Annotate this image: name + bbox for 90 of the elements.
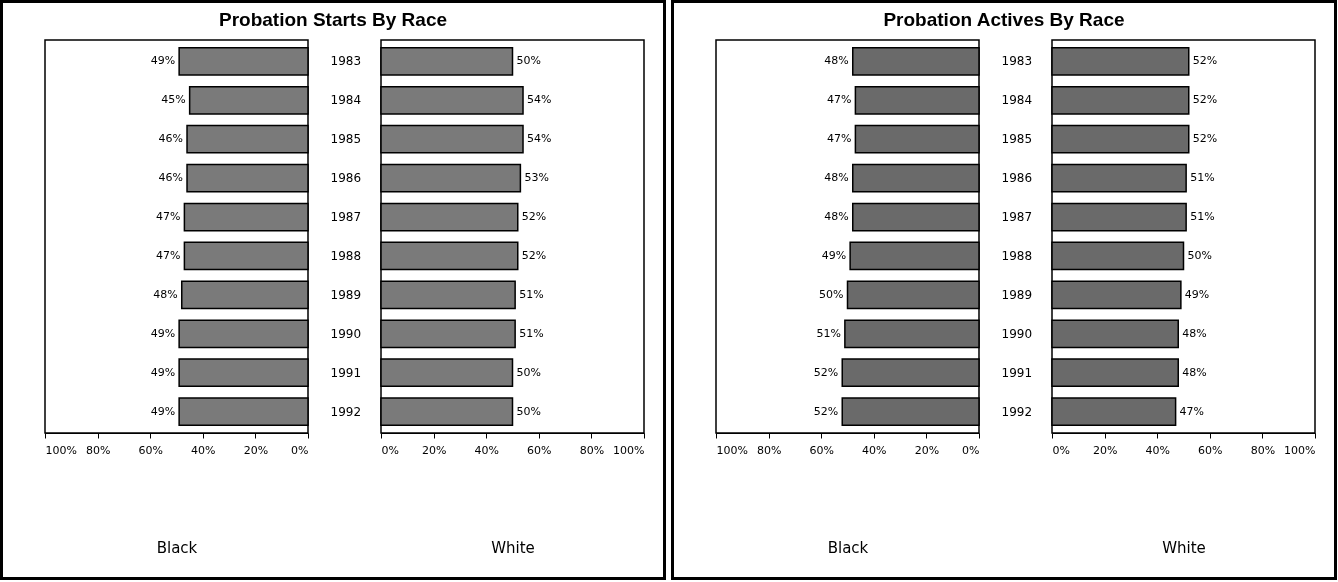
data-label: 47% [155, 210, 181, 224]
data-label: 52% [521, 210, 547, 224]
data-label: 47% [826, 93, 852, 107]
data-label: 50% [1187, 248, 1212, 262]
data-label: 48% [153, 287, 178, 301]
y-tick-label: 1991 [1001, 365, 1033, 380]
data-label: 52% [521, 248, 547, 262]
y-tick-label: 1988 [1001, 248, 1033, 263]
x-tick-label: 60% [809, 443, 834, 457]
y-tick-label: 1984 [1001, 93, 1033, 108]
x-tick-label: 40% [191, 443, 216, 457]
x-axis-title: Black [827, 538, 869, 557]
chart-title: Probation Starts By Race [217, 9, 449, 31]
data-label: 54% [527, 93, 552, 107]
y-tick-label: 1988 [330, 248, 362, 263]
data-label: 52% [1192, 132, 1218, 146]
x-tick-label: 60% [1198, 443, 1223, 457]
y-tick-label: 1987 [1001, 210, 1033, 225]
x-axis-title: White [491, 538, 535, 557]
data-label: 49% [150, 365, 176, 379]
data-label: 46% [158, 132, 184, 146]
data-label: 52% [813, 365, 839, 379]
x-tick-label: 0% [962, 443, 980, 457]
x-tick-label: 100% [716, 443, 748, 457]
x-tick-label: 40% [862, 443, 887, 457]
x-tick-label: 100% [45, 443, 77, 457]
data-label: 48% [1182, 365, 1207, 379]
data-label: 52% [813, 404, 839, 418]
x-tick-label: 100% [613, 443, 645, 457]
x-tick-label: 20% [421, 443, 447, 457]
data-label: 50% [516, 54, 541, 68]
x-tick-label: 40% [474, 443, 499, 457]
y-tick-label: 1984 [330, 93, 362, 108]
x-tick-label: 20% [914, 443, 940, 457]
x-tick-label: 80% [756, 443, 782, 457]
data-label: 50% [516, 365, 541, 379]
x-tick-label: 80% [579, 443, 605, 457]
data-label: 52% [1192, 93, 1218, 107]
data-label: 51% [519, 326, 544, 340]
y-tick-label: 1987 [330, 210, 362, 225]
x-axis-title: White [1162, 538, 1206, 557]
x-tick-label: 60% [138, 443, 163, 457]
data-label: 48% [824, 54, 849, 68]
x-tick-label: 20% [243, 443, 269, 457]
y-tick-label: 1991 [330, 365, 362, 380]
x-tick-label: 0% [291, 443, 309, 457]
y-tick-label: 1990 [1001, 326, 1033, 341]
x-tick-label: 40% [1145, 443, 1170, 457]
chart-title: Probation Actives By Race [882, 9, 1126, 31]
data-label: 49% [150, 404, 176, 418]
data-label: 48% [824, 210, 849, 224]
y-tick-label: 1985 [330, 132, 362, 147]
data-label: 50% [516, 404, 541, 418]
data-label: 47% [826, 132, 852, 146]
x-tick-label: 80% [1250, 443, 1276, 457]
data-label: 51% [816, 326, 841, 340]
data-label: 48% [1182, 326, 1207, 340]
data-label: 52% [1192, 54, 1218, 68]
y-tick-label: 1983 [1001, 54, 1033, 69]
y-tick-label: 1989 [1001, 287, 1033, 302]
x-tick-label: 0% [1052, 443, 1070, 457]
x-tick-label: 0% [381, 443, 399, 457]
data-label: 47% [155, 248, 181, 262]
x-tick-label: 20% [1092, 443, 1118, 457]
x-tick-label: 60% [527, 443, 552, 457]
x-tick-label: 80% [85, 443, 111, 457]
y-tick-label: 1992 [1001, 404, 1033, 419]
x-axis-title: Black [156, 538, 198, 557]
x-tick-label: 100% [1284, 443, 1316, 457]
y-tick-label: 1985 [1001, 132, 1033, 147]
y-tick-label: 1986 [1001, 171, 1033, 186]
y-tick-label: 1992 [330, 404, 362, 419]
data-label: 51% [1190, 210, 1215, 224]
data-label: 51% [1190, 171, 1215, 185]
data-label: 47% [1179, 404, 1205, 418]
y-tick-label: 1986 [330, 171, 362, 186]
data-label: 49% [150, 326, 176, 340]
y-tick-label: 1989 [330, 287, 362, 302]
data-label: 48% [824, 171, 849, 185]
data-label: 54% [527, 132, 552, 146]
data-label: 45% [161, 93, 186, 107]
data-label: 46% [158, 171, 184, 185]
y-tick-label: 1983 [330, 54, 362, 69]
data-label: 49% [1184, 287, 1210, 301]
y-tick-label: 1990 [330, 326, 362, 341]
data-label: 49% [821, 248, 847, 262]
data-label: 50% [819, 287, 844, 301]
data-label: 51% [519, 287, 544, 301]
data-label: 53% [524, 171, 549, 185]
data-label: 49% [150, 54, 176, 68]
